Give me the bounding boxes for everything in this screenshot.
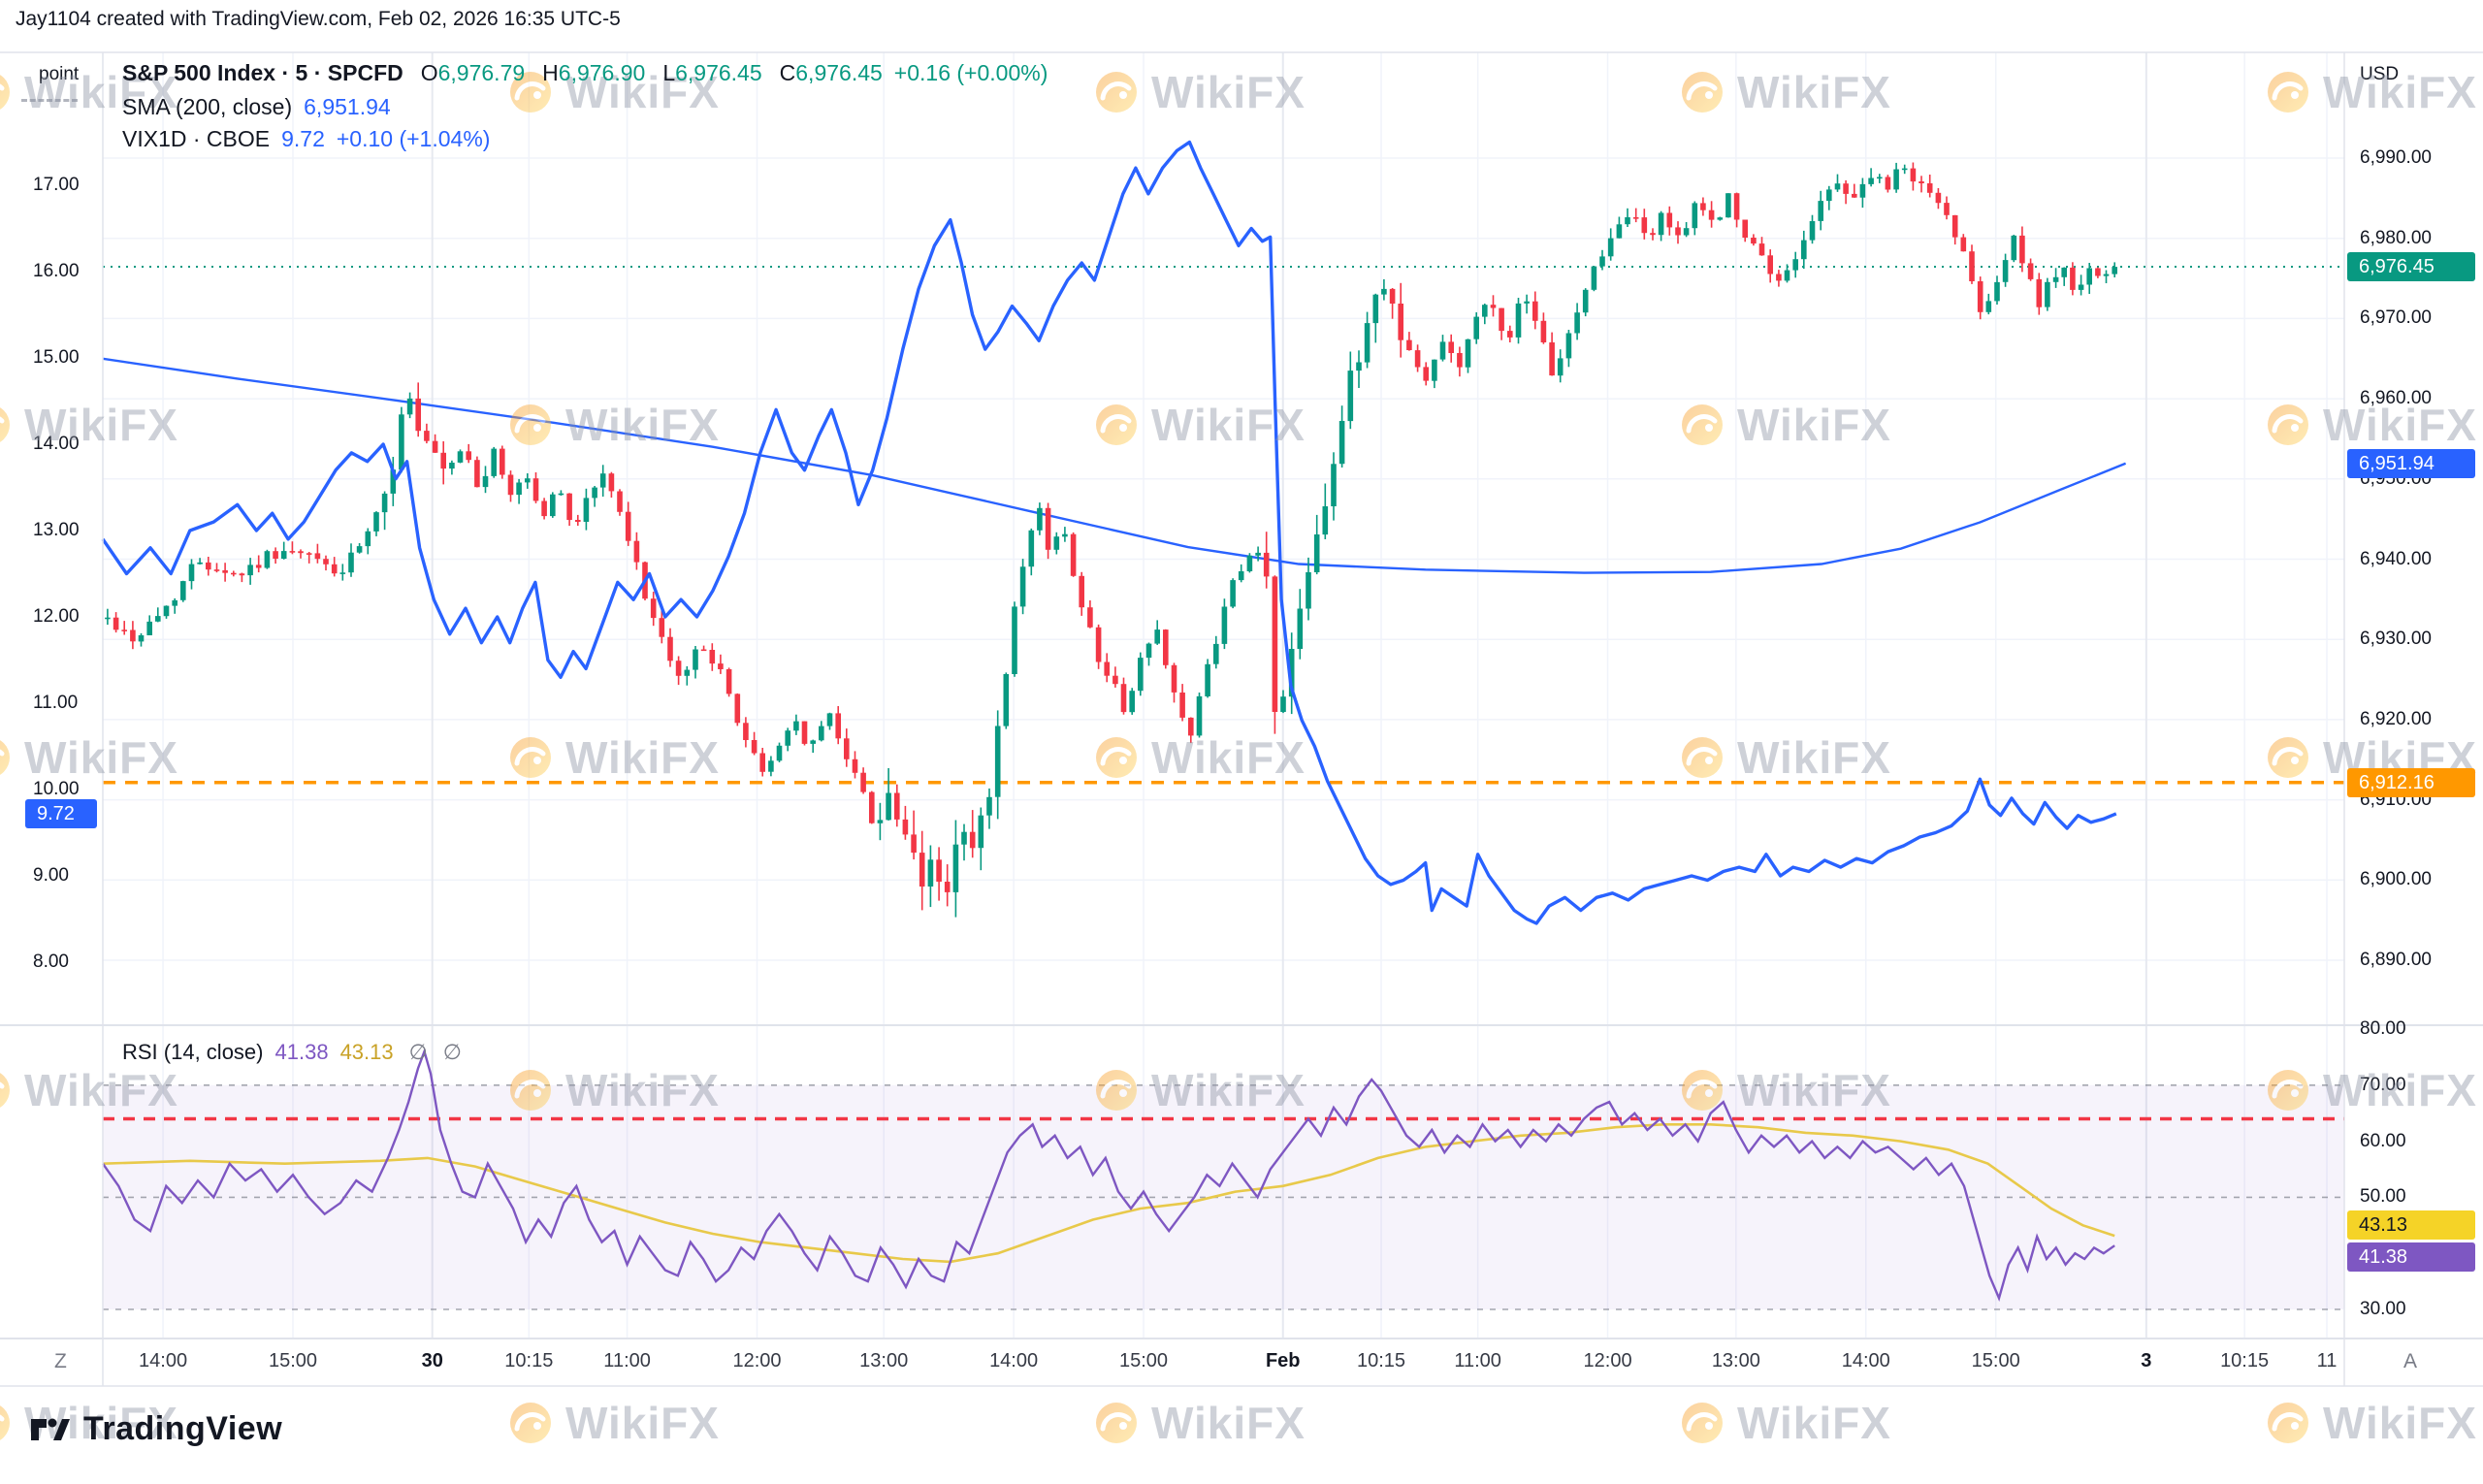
vix-value: 9.72: [281, 126, 325, 151]
time-label: 10:15: [2220, 1350, 2270, 1371]
right-price-label: 6,980.00: [2360, 227, 2432, 248]
right-price-label: 6,890.00: [2360, 950, 2432, 970]
time-label: 15:00: [268, 1350, 318, 1371]
rsi-label: RSI (14, close): [122, 1040, 264, 1064]
ohlc-low: L6,976.45: [662, 60, 762, 85]
rsi-scale-label: 80.00: [2360, 1018, 2406, 1039]
rsi-scale-label: 30.00: [2360, 1299, 2406, 1319]
time-label: 12:00: [732, 1350, 782, 1371]
auto-scale-button[interactable]: A: [2403, 1350, 2418, 1372]
sma-label: SMA (200, close): [122, 94, 293, 119]
rsi-scale-label: 50.00: [2360, 1186, 2406, 1208]
right-price-label: 6,960.00: [2360, 388, 2432, 409]
time-label: 3: [2141, 1350, 2152, 1371]
sma-price-badge: 6,951.94: [2347, 448, 2475, 478]
tradingview-logo-text: TradingView: [83, 1410, 283, 1447]
time-label: 13:00: [859, 1350, 909, 1371]
time-label: 14:00: [139, 1350, 188, 1371]
vix-label: VIX1D · CBOE: [122, 126, 271, 151]
orange-level-badge: 6,912.16: [2347, 767, 2475, 797]
time-label: 14:00: [1841, 1350, 1890, 1371]
vix-change: +0.10 (+1.04%): [336, 126, 491, 151]
ohlc-close: C6,976.45: [779, 60, 883, 85]
left-price-label: 17.00: [33, 175, 80, 195]
time-label: 15:00: [1118, 1350, 1169, 1371]
hide-icon[interactable]: ∅: [442, 1040, 462, 1064]
time-label: Feb: [1265, 1350, 1301, 1371]
time-label: 11: [2316, 1350, 2338, 1371]
rsi-ma-value: 43.13: [339, 1040, 394, 1064]
legend-main-row[interactable]: S&P 500 Index · 5 · SPCFD O6,976.79 H6,9…: [122, 60, 1048, 86]
right-price-label: 6,930.00: [2360, 629, 2432, 650]
vix-value-badge: 9.72: [25, 798, 97, 828]
symbol-title: S&P 500 Index · 5 · SPCFD: [122, 60, 403, 85]
left-price-label: 8.00: [33, 952, 69, 972]
time-label: 13:00: [1711, 1350, 1760, 1371]
time-label: 30: [421, 1350, 443, 1371]
last-price-badge: 6,976.45: [2347, 252, 2475, 282]
ohlc-open: O6,976.79: [420, 60, 526, 85]
rsi-scale-label: 70.00: [2360, 1074, 2406, 1095]
right-price-label: 6,940.00: [2360, 548, 2432, 569]
tradingview-logo-mark: [31, 1418, 70, 1440]
left-price-label: 12.00: [33, 606, 80, 627]
time-label: 10:15: [1356, 1350, 1406, 1371]
attribution-text: Jay1104 created with TradingView.com, Fe…: [16, 8, 621, 30]
left-price-label: 15.00: [33, 347, 80, 368]
change-value: +0.16 (+0.00%): [893, 60, 1048, 85]
left-price-label: 9.00: [33, 865, 69, 886]
ohlc-high: H6,976.90: [542, 60, 646, 85]
timezone-button[interactable]: Z: [54, 1350, 67, 1372]
tradingview-logo[interactable]: TradingView: [29, 1410, 282, 1448]
right-axis-unit[interactable]: USD: [2360, 64, 2400, 84]
legend-rsi-row[interactable]: RSI (14, close) 41.38 43.13 ∅ ∅: [122, 1040, 462, 1065]
left-axis-dash-marker: [21, 99, 78, 102]
time-label: 11:00: [1454, 1350, 1501, 1371]
left-price-label: 10.00: [33, 779, 80, 799]
right-price-label: 6,920.00: [2360, 708, 2432, 729]
left-price-label: 11.00: [33, 693, 79, 713]
rsi-badge: 41.38: [2347, 1242, 2475, 1272]
left-price-label: 13.00: [33, 520, 80, 540]
rsi-scale-label: 60.00: [2360, 1130, 2406, 1151]
time-label: 10:15: [504, 1350, 554, 1371]
right-price-label: 6,970.00: [2360, 307, 2432, 329]
legend-sma-row[interactable]: SMA (200, close) 6,951.94: [122, 94, 391, 120]
rsi-ma-badge: 43.13: [2347, 1210, 2475, 1240]
rsi-value: 41.38: [274, 1040, 329, 1064]
time-label: 14:00: [989, 1350, 1039, 1371]
time-label: 15:00: [1971, 1350, 2020, 1371]
right-price-label: 6,900.00: [2360, 869, 2432, 890]
right-price-label: 6,990.00: [2360, 147, 2432, 168]
left-price-label: 14.00: [33, 434, 80, 454]
left-price-label: 16.00: [33, 261, 80, 281]
hide-icon[interactable]: ∅: [408, 1040, 428, 1064]
time-label: 11:00: [603, 1350, 651, 1371]
time-label: 12:00: [1583, 1350, 1632, 1371]
legend-vix-row[interactable]: VIX1D · CBOE 9.72 +0.10 (+1.04%): [122, 126, 490, 152]
left-axis-unit[interactable]: point: [39, 64, 80, 84]
sma-value: 6,951.94: [304, 94, 391, 119]
